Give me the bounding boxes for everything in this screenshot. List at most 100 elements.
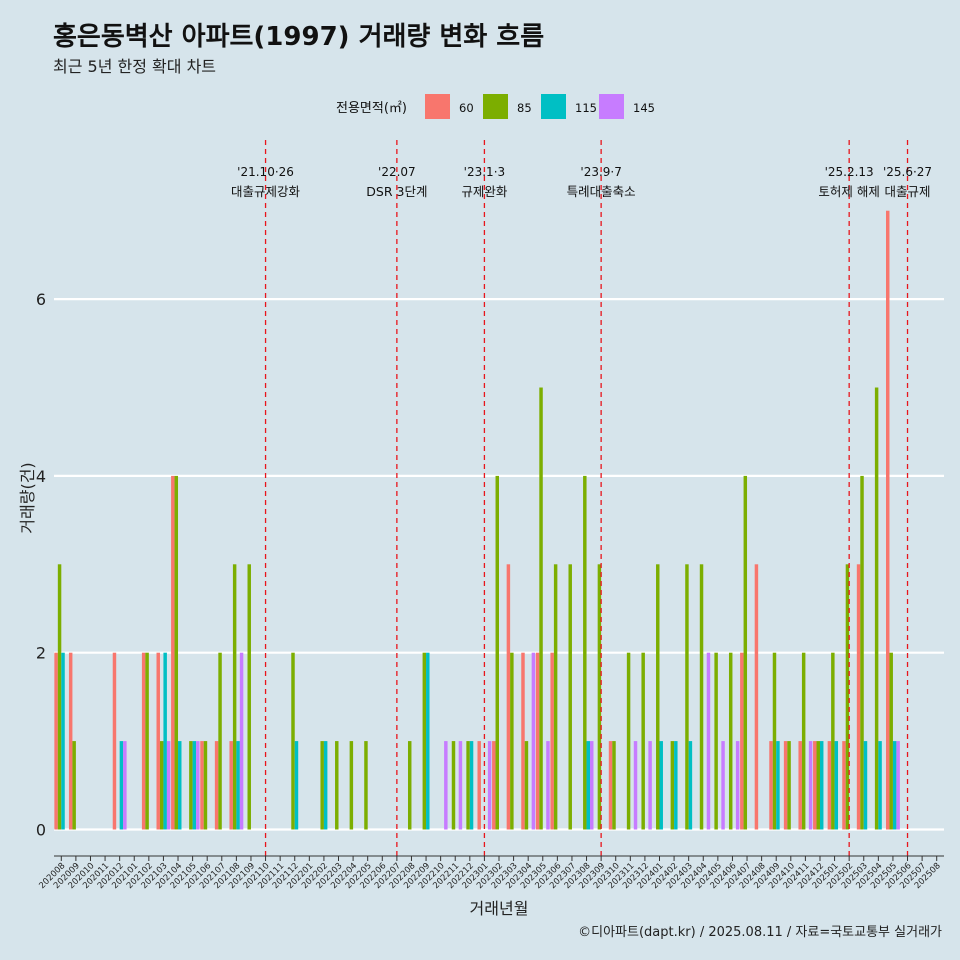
event-label: 특례대출축소: [567, 184, 636, 199]
bar-60-202107: [214, 741, 219, 830]
legend-label-145: 145: [633, 101, 655, 115]
bar-145-202411: [808, 741, 813, 830]
bar-85-202203: [335, 741, 339, 830]
bar-145-202108: [239, 652, 244, 830]
chart-title: 홍은동벽산 아파트(1997) 거래량 변화 흐름: [53, 22, 545, 52]
bar-115-202209: [426, 652, 430, 830]
bar-145-202308: [590, 741, 594, 830]
bar-60-202301: [477, 741, 481, 830]
bar-85-202212: [466, 741, 470, 830]
bar-115-202103: [163, 652, 167, 830]
bar-115-202403: [688, 741, 693, 830]
y-tick-label: 4: [36, 467, 46, 486]
legend-swatch-60: [425, 94, 450, 119]
bar-60-202104: [171, 475, 175, 830]
bar-85-202112: [291, 652, 295, 830]
bar-115-202105: [192, 741, 197, 830]
bar-85-202306: [553, 564, 558, 830]
bar-115-202212: [469, 741, 474, 830]
bar-145-202304: [531, 652, 536, 830]
bar-115-202308: [586, 741, 591, 830]
bar-60-202304: [521, 652, 525, 830]
bar-85-202103: [159, 741, 164, 830]
bar-85-202505: [889, 652, 893, 830]
bar-60-202008: [54, 652, 58, 830]
bar-85-202209: [422, 652, 427, 830]
bar-115-202504: [878, 741, 882, 830]
bar-145-202211: [458, 741, 463, 830]
bar-145-202405: [721, 741, 725, 830]
bar-85-202304: [524, 741, 529, 830]
y-tick-label: 6: [36, 290, 46, 309]
bar-60-202106: [200, 741, 204, 830]
bar-85-202403: [685, 564, 689, 830]
bar-85-202105: [189, 741, 193, 830]
bar-85-202406: [728, 652, 733, 830]
bar-145-202210: [444, 741, 448, 830]
bar-60-202306: [550, 652, 554, 830]
bar-115-202012: [119, 741, 124, 830]
bar-115-202108: [236, 741, 240, 830]
bar-85-202411: [801, 652, 806, 830]
bar-85-202202: [320, 741, 324, 830]
legend-swatch-85: [483, 94, 508, 119]
bar-85-202410: [787, 741, 791, 830]
bar-145-202311: [633, 741, 638, 830]
bars: [54, 210, 900, 830]
bar-85-202404: [699, 564, 704, 830]
event-date: '21.10·26: [237, 165, 294, 179]
event-label: DSR 3단계: [366, 184, 427, 199]
bar-115-202202: [323, 741, 328, 830]
bar-85-202205: [364, 741, 368, 830]
bar-85-202204: [349, 741, 354, 830]
bar-115-202402: [674, 741, 678, 830]
bar-85-202308: [583, 475, 587, 830]
chart-subtitle: 최근 5년 한정 확대 차트: [53, 57, 217, 76]
legend-title: 전용면적(㎡): [336, 101, 407, 116]
bar-115-202501: [834, 741, 839, 830]
bar-85-202303: [510, 652, 514, 830]
event-date: '23.9·7: [580, 165, 621, 179]
bar-85-202311: [626, 652, 631, 830]
bar-85-202412: [816, 741, 820, 830]
bar-145-202406: [735, 741, 740, 830]
bar-60-202302: [492, 741, 496, 830]
bar-145-202301: [487, 741, 492, 830]
bar-85-202208: [407, 741, 412, 830]
event-date: '22.07: [378, 165, 416, 179]
bar-145-202103: [166, 741, 171, 830]
bar-115-202104: [178, 741, 182, 830]
event-label: 토허제 해제: [818, 184, 879, 199]
y-tick-label: 2: [36, 644, 46, 663]
bar-85-202407: [743, 475, 748, 830]
event-lines: '21.10·26 대출규제강화 '22.07 DSR 3단계 '23.1·3 규제완화 '…: [231, 140, 932, 856]
event-label: 대출규제강화: [231, 184, 301, 199]
bar-85-202108: [232, 564, 237, 830]
bar-85-202211: [451, 741, 456, 830]
legend-label-115: 115: [575, 101, 597, 115]
bar-115-202412: [819, 741, 824, 830]
bar-60-202503: [856, 564, 861, 830]
bar-85-202305: [539, 387, 543, 830]
bar-85-202109: [247, 564, 251, 830]
bar-60-202502: [842, 741, 846, 830]
bar-85-202104: [174, 475, 179, 830]
bar-85-202504: [874, 387, 879, 830]
bar-145-202105: [196, 741, 200, 830]
y-tick-label: 0: [36, 820, 46, 839]
bar-85-202409: [772, 652, 777, 830]
bar-60-202310: [608, 741, 613, 830]
event-label: 대출규제: [885, 184, 931, 199]
bar-115-202112: [294, 741, 299, 830]
bar-145-202505: [896, 741, 900, 830]
bar-60-202505: [886, 210, 890, 830]
event-date: '25.2.13: [825, 165, 874, 179]
bar-85-202102: [145, 652, 149, 830]
bar-145-202312: [648, 741, 652, 830]
bar-60-202412: [813, 741, 817, 830]
bar-85-202106: [203, 741, 208, 830]
x-axis: 2020082020092020102020112020122021012021…: [37, 855, 944, 918]
bar-145-202012: [123, 741, 127, 830]
event-date: '25.6·27: [883, 165, 932, 179]
